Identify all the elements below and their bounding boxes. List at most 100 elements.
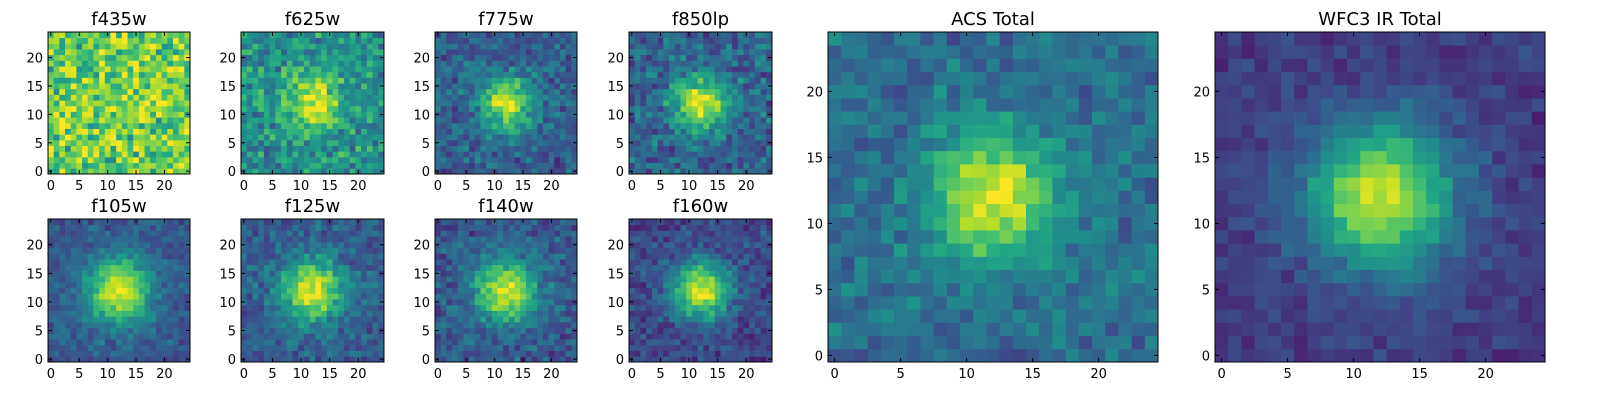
heatmap-cell	[281, 168, 288, 175]
heatmap-cell	[674, 356, 681, 363]
heatmap-cell	[452, 247, 459, 254]
heatmap-cell	[697, 32, 704, 39]
heatmap-cell	[87, 299, 94, 306]
heatmap-cell	[691, 111, 699, 118]
heatmap-cell	[286, 241, 293, 248]
heatmap-cell	[657, 49, 664, 56]
heatmap-cell	[446, 259, 453, 266]
heatmap-cell	[508, 60, 515, 67]
heatmap-cell	[435, 350, 442, 357]
heatmap-cell	[332, 145, 339, 152]
heatmap-cell	[315, 32, 322, 39]
heatmap-cell	[338, 310, 345, 317]
heatmap-cell	[554, 270, 561, 277]
heatmap-cell	[680, 333, 687, 340]
heatmap-cell	[565, 253, 572, 260]
heatmap-cell	[121, 66, 128, 73]
heatmap-cell	[703, 281, 710, 289]
heatmap-cell	[766, 276, 773, 283]
heatmap-cell	[669, 105, 676, 112]
heatmap-cell	[258, 247, 265, 254]
heatmap-cell	[184, 224, 191, 231]
heatmap-cell	[167, 111, 174, 118]
heatmap-cell	[292, 88, 299, 95]
heatmap-cell	[82, 94, 89, 101]
heatmap-cell	[99, 139, 106, 146]
heatmap-cell	[372, 88, 379, 95]
heatmap-cell	[246, 83, 253, 90]
heatmap-cell	[669, 156, 676, 164]
heatmap-cell	[99, 304, 106, 311]
y-tick-label: 15	[219, 267, 236, 282]
heatmap-cell	[542, 287, 549, 294]
heatmap-cell	[65, 350, 72, 357]
heatmap-cell	[726, 316, 733, 323]
heatmap-cell	[640, 145, 647, 152]
heatmap-cell	[59, 236, 66, 243]
heatmap-cell	[520, 236, 527, 243]
heatmap-cell	[531, 241, 538, 248]
heatmap-cell	[292, 54, 299, 61]
heatmap-cell	[298, 139, 305, 146]
heatmap-cell	[144, 168, 151, 175]
heatmap-cell	[246, 293, 253, 300]
heatmap-cell	[686, 156, 693, 164]
heatmap-cell	[548, 77, 555, 84]
heatmap-cell	[321, 316, 328, 323]
heatmap-cell	[309, 304, 316, 311]
heatmap-cell	[65, 88, 72, 95]
heatmap-cell	[155, 156, 162, 164]
heatmap-cell	[269, 117, 276, 124]
heatmap-cell	[565, 264, 572, 271]
heatmap-cell	[252, 247, 259, 254]
heatmap-cell	[338, 49, 345, 56]
heatmap-cell	[361, 293, 368, 300]
heatmap-cell	[269, 350, 276, 357]
heatmap-cell	[754, 168, 761, 175]
heatmap-cell	[138, 247, 145, 254]
heatmap-cell	[309, 241, 316, 248]
heatmap-cell	[525, 264, 532, 271]
heatmap-cell	[172, 327, 180, 334]
heatmap-cell	[70, 88, 77, 95]
heatmap-cell	[537, 128, 544, 135]
heatmap-cell	[634, 151, 641, 158]
heatmap-cell	[446, 37, 453, 44]
heatmap-cell	[326, 100, 333, 107]
heatmap-cell	[531, 117, 538, 124]
heatmap-cell	[480, 43, 487, 50]
heatmap-cell	[178, 168, 185, 175]
heatmap-cell	[138, 281, 145, 289]
heatmap-cell	[332, 264, 339, 271]
heatmap-cell	[657, 117, 664, 124]
heatmap-cell	[361, 236, 368, 243]
heatmap-cell	[99, 247, 106, 254]
heatmap-cell	[275, 321, 282, 329]
heatmap-cell	[246, 270, 253, 277]
heatmap-cell	[565, 310, 572, 317]
heatmap-cell	[150, 66, 157, 73]
heatmap-cell	[457, 259, 464, 266]
heatmap-cell	[303, 105, 311, 112]
heatmap-cell	[263, 241, 270, 248]
heatmap-cell	[138, 304, 145, 311]
heatmap-cell	[686, 139, 693, 146]
heatmap-cell	[469, 37, 476, 44]
heatmap-cell	[281, 281, 288, 289]
heatmap-cell	[93, 247, 100, 254]
heatmap-cell	[144, 94, 151, 101]
heatmap-cell	[258, 71, 265, 78]
heatmap-cell	[503, 270, 510, 277]
heatmap-cell	[554, 281, 561, 289]
heatmap-cell	[99, 37, 106, 44]
heatmap-cell	[127, 299, 134, 306]
heatmap-cell	[326, 236, 333, 243]
heatmap-cell	[127, 162, 134, 169]
heatmap-cell	[70, 264, 77, 271]
heatmap-cell	[486, 60, 493, 67]
heatmap-cell	[133, 156, 140, 164]
heatmap-cell	[343, 321, 351, 329]
heatmap-cell	[674, 304, 681, 311]
heatmap-cell	[508, 151, 515, 158]
heatmap-cell	[343, 224, 351, 231]
